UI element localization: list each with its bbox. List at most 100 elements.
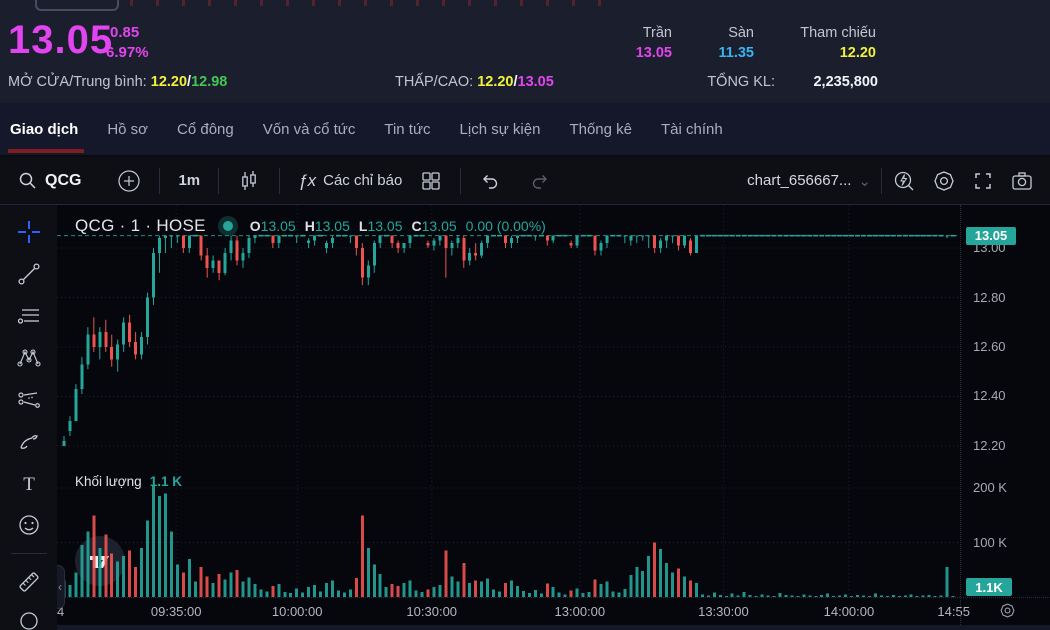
volume-value: 1.1 K [149,474,182,489]
time-tick-2: 10:00:00 [271,604,323,619]
close-label: C [411,218,422,234]
time-tick-7: 14:55 [937,604,970,619]
chart-area: T QCG · 1 · HOSE O13.05 H13.05 L13.05 C1… [0,205,1050,630]
toolbar-separator [159,167,161,194]
axis-settings-gear-icon[interactable] [999,602,1016,619]
time-tick-4: 13:00:00 [554,604,606,619]
chart-style-button[interactable] [231,165,267,197]
settings-button[interactable] [926,165,962,197]
separator: / [187,74,192,90]
symbol-search-button[interactable]: QCG [12,167,87,195]
snapshot-button[interactable] [1004,165,1040,197]
fib-lines-tool[interactable] [10,299,48,334]
ceiling-column: Trần 13.05 [600,25,672,61]
measure-ruler-tool[interactable] [10,565,48,600]
legend-high: 13.05 [314,218,350,234]
xabcd-pattern-tool[interactable] [10,340,48,375]
zoom-tool[interactable] [10,607,48,630]
tab-7[interactable]: Tài chính [660,120,723,138]
indicators-button[interactable]: ƒx Các chỉ báo [292,167,408,195]
tab-1[interactable]: Hồ sơ [107,120,149,138]
legend-close: 13.05 [421,218,457,234]
tab-3[interactable]: Vốn và cổ tức [262,120,356,138]
candlestick-volume-plot[interactable] [57,205,960,597]
grid-layout-icon [420,170,442,192]
crosshair-tool[interactable] [10,215,48,250]
clipped-button [35,0,119,11]
search-icon [18,171,38,191]
total-volume-label-text: TỔNG KL: [707,74,775,90]
low-high-label: THẤP/CAO: [395,74,474,90]
interval-label: 1m [178,172,201,189]
gear-icon [932,169,956,193]
legend-low: 13.05 [367,218,403,234]
chart-panel[interactable]: QCG · 1 · HOSE O13.05 H13.05 L13.05 C13.… [57,205,1050,630]
legend-change: 0.00 (0.00%) [465,218,546,234]
bottom-strip [57,625,1050,630]
chart-layout-name: chart_656667... [747,172,852,189]
nav-tabbar: Giao dịch Hồ sơ Cổ đông Vốn và cổ tức Tin tứ… [0,103,1050,155]
forecast-tool[interactable] [10,382,48,417]
price-axis[interactable]: 13.05 1.1K 13.00 12.80 12.60 12.40 12.20 200 … [960,205,1050,625]
indicators-label: Các chỉ báo [323,172,403,189]
fx-icon: ƒx [298,170,317,190]
price-change-percent: 6.97% [106,44,149,61]
low-value: 12.20 [477,74,514,90]
ceiling-label: Trần [642,25,672,41]
time-tick-5: 13:30:00 [698,604,749,619]
tab-4[interactable]: Tin tức [384,120,431,138]
last-price: 13.05 [8,18,114,62]
volume-tick-1: 100 K [973,534,1007,550]
volume-legend: Khối lượng 1.1 K [75,474,182,489]
total-volume-value-text: 2,235,800 [813,74,878,90]
last-volume-badge: 1.1K [966,578,1012,596]
undo-button[interactable] [473,166,507,196]
tab-5[interactable]: Lịch sự kiện [459,120,541,138]
time-tick-0: 4 [57,604,65,619]
floor-column: Sàn 11.35 [692,25,755,61]
time-tick-6: 14:00:00 [823,604,875,619]
price-tick-12.80: 12.80 [973,289,1006,305]
tab-6[interactable]: Thống kê [569,120,632,138]
quick-search-button[interactable] [886,165,922,197]
trend-line-tool[interactable] [10,257,48,292]
open-value: 12.20 [150,74,188,90]
toolbar-separator [881,167,882,194]
average-value: 12.98 [191,74,228,90]
tab-0[interactable]: Giao dịch [7,103,85,155]
ohlc-values: O13.05 H13.05 L13.05 C13.05 0.00 (0.00%) [250,218,546,234]
price-tick-12.20: 12.20 [973,437,1006,453]
separator: / [513,74,518,90]
reference-label: Tham chiếu [800,25,876,41]
layout-grid-button[interactable] [414,166,448,196]
tab-2[interactable]: Cổ đông [177,120,234,138]
time-axis[interactable]: 4 09:35:00 10:00:00 10:30:00 13:00:00 13:30:0… [57,597,1050,626]
open-average-row: MỞ CỬA/Trung bình: 12.20/12.98 [8,74,227,90]
collapse-toolbar-handle[interactable]: ‹ [57,565,65,609]
drawing-toolbar: T [0,205,57,630]
brush-tool[interactable] [10,424,48,459]
ceiling-value: 13.05 [635,45,672,61]
reference-value: 12.20 [839,45,876,61]
emoji-tool[interactable] [10,507,48,542]
compare-add-button[interactable] [111,165,147,197]
fullscreen-icon [972,170,994,192]
redo-button[interactable] [523,166,557,196]
candles-icon [237,169,261,193]
open-average-label: MỞ CỬA/Trung bình: [8,74,147,90]
toolbar-separator [279,167,281,194]
total-volume-value: 2,235,800 [700,74,878,90]
chart-layout-name-button[interactable]: chart_656667... ⌄ [741,168,877,194]
svg-text:T: T [23,474,35,495]
fullscreen-button[interactable] [966,166,1000,196]
price-tick-12.60: 12.60 [973,338,1006,354]
price-tick-12.40: 12.40 [973,388,1006,404]
chart-toolbar: QCG 1m ƒx Các chỉ báo [0,155,1050,205]
clipped-row-decoration [130,0,615,6]
floor-value: 11.35 [718,45,755,61]
text-tool[interactable]: T [10,466,48,501]
plus-circle-icon [117,169,141,193]
legend-symbol-title: QCG · 1 · HOSE [75,216,206,235]
interval-button[interactable]: 1m [172,168,206,193]
time-tick-3: 10:30:00 [406,604,458,619]
